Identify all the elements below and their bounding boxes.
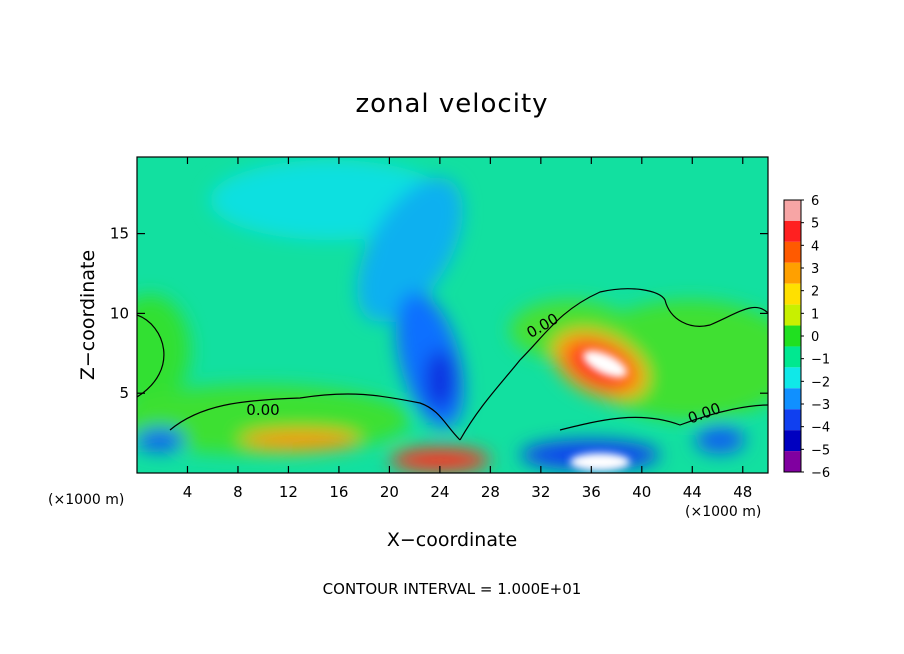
region-surface-right-blue <box>695 426 745 454</box>
colorbar-tick-label: 1 <box>811 307 819 322</box>
contour-label: 0.00 <box>246 401 279 419</box>
colorbar-swatch <box>784 220 801 242</box>
colorbar-tick-label: 2 <box>811 285 819 300</box>
colorbar-swatch <box>784 283 801 305</box>
y-axis-label: Z−coordinate <box>77 250 99 380</box>
x-axis: 4 8 12 16 20 24 28 32 36 40 44 48 <box>183 157 752 501</box>
plot-frame <box>136 156 769 474</box>
x-tick-label: 44 <box>683 483 702 501</box>
peak-surface-white <box>570 453 630 471</box>
y-tick-label: 10 <box>110 304 129 322</box>
colorbar-swatch <box>784 262 801 284</box>
colorbar-swatch <box>784 388 801 410</box>
region-surface-left-blue <box>137 428 185 452</box>
colorbar: 6 5 4 3 2 1 0 −1 −2 −3 −4 −5 −6 <box>783 194 830 481</box>
region-neg-core <box>425 350 455 410</box>
x-tick-label: 20 <box>380 483 399 501</box>
x-tick-label: 36 <box>582 483 601 501</box>
chart-title: zonal velocity <box>355 89 548 119</box>
colorbar-tick-label: −2 <box>811 375 830 390</box>
region-upper-blue <box>357 177 463 323</box>
colorbar-swatch <box>784 346 801 368</box>
x-unit-label-left: (×1000 m) <box>48 492 124 508</box>
contour-left <box>137 314 165 398</box>
x-tick-label: 12 <box>279 483 298 501</box>
x-tick-label: 24 <box>430 483 449 501</box>
colorbar-swatch <box>784 304 801 326</box>
y-tick-label: 15 <box>110 225 129 243</box>
peak-positive <box>582 350 628 378</box>
y-tick-label: 5 <box>119 384 129 402</box>
region-surface-red <box>390 448 490 472</box>
colorbar-tick-label: −4 <box>811 421 830 436</box>
colorbar-swatch <box>784 325 801 347</box>
colorbar-swatch <box>784 367 801 389</box>
colorbar-swatch <box>784 409 801 431</box>
colorbar-tick-label: 4 <box>811 239 819 254</box>
x-unit-label-right: (×1000 m) <box>685 504 761 520</box>
colorbar-tick-label: 5 <box>811 217 819 232</box>
colorbar-tick-label: −6 <box>811 466 830 481</box>
contour-right <box>559 404 768 431</box>
colorbar-tick-label: 6 <box>811 194 819 209</box>
colorbar-swatch <box>784 451 801 472</box>
x-tick-label: 40 <box>632 483 651 501</box>
contour-mid <box>459 288 768 441</box>
colorbar-tick-label: 3 <box>811 262 819 277</box>
heatmap-field <box>137 157 768 473</box>
x-tick-label: 16 <box>329 483 348 501</box>
colorbar-swatch <box>784 200 801 221</box>
x-tick-label: 32 <box>531 483 550 501</box>
colorbar-tick-label: 0 <box>811 330 819 345</box>
field-regions <box>137 160 768 472</box>
colorbar-tick-label: −5 <box>811 443 830 458</box>
contour-interval-footer: CONTOUR INTERVAL = 1.000E+01 <box>323 580 582 598</box>
colorbar-tick-label: −3 <box>811 398 830 413</box>
zero-contours <box>137 288 768 441</box>
region-surface-orange <box>240 430 360 450</box>
colorbar-swatch <box>784 430 801 452</box>
x-tick-label: 48 <box>733 483 752 501</box>
colorbar-tick-label: −1 <box>811 353 830 368</box>
y-axis: 5 10 15 <box>110 225 768 402</box>
field-peaks <box>570 350 630 471</box>
x-axis-label: X−coordinate <box>387 529 517 551</box>
x-tick-label: 4 <box>183 483 193 501</box>
x-tick-label: 8 <box>233 483 243 501</box>
contour-bottom <box>169 393 461 441</box>
x-tick-label: 28 <box>481 483 500 501</box>
colorbar-swatch <box>784 241 801 263</box>
